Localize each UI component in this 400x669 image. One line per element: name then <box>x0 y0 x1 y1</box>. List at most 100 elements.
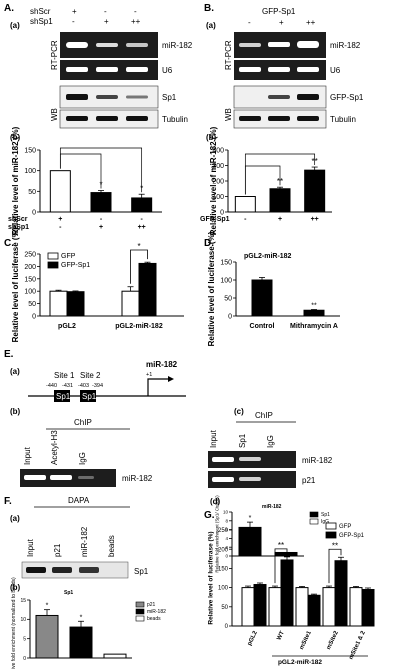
y-axis-label: Relative fold enrichment (Sp1/ CtrlIgG) <box>215 495 220 573</box>
y-tick-label: 150 <box>220 259 232 266</box>
A-blot-sp1 <box>59 85 159 109</box>
chart-title: miR-182 <box>262 504 282 510</box>
E-blot-c-label-p21: p21 <box>302 476 316 485</box>
y-tick-label: 100 <box>220 277 232 284</box>
legend-label: GFP <box>61 253 76 260</box>
E-pos-403: -403 <box>78 383 89 389</box>
F-lane-input: Input <box>26 538 35 557</box>
y-tick-label: 0 <box>220 209 224 216</box>
panel-G-label: G. <box>204 510 215 521</box>
bar-gfp-sp1 <box>138 262 157 317</box>
panel-D-label: D. <box>204 238 214 249</box>
F-lane-mir182: miR-182 <box>80 526 89 557</box>
y-tick-label: 50 <box>28 301 36 308</box>
bar <box>35 614 59 659</box>
A-sign-r2-0: - <box>72 17 75 26</box>
E-lane-c-input: Input <box>209 429 218 448</box>
x-category-label: pGL2 <box>58 323 76 330</box>
significance-mark: * <box>137 242 140 251</box>
significance-mark: ** <box>277 177 283 186</box>
bar <box>131 197 153 213</box>
E-blot-c-label-mir182: miR-182 <box>302 456 333 465</box>
A-sign-r2-1: + <box>104 17 109 26</box>
panel-B-sub-a: (a) <box>206 21 216 30</box>
y-tick-label: 200 <box>212 178 224 185</box>
panel-A-label: A. <box>4 3 14 14</box>
bar <box>103 653 127 659</box>
B-blot-label-mir182: miR-182 <box>330 41 361 50</box>
y-axis-label: Relative level of miR-182 (%) <box>209 126 218 235</box>
y-tick-label: 2 <box>225 545 228 550</box>
E-blot-b <box>20 469 116 487</box>
y-tick-label: 50 <box>28 189 36 196</box>
A-blot-mir182 <box>60 32 158 58</box>
x-row-sign: - <box>100 216 103 223</box>
significance-bracket <box>59 147 143 193</box>
bar-gfp <box>121 290 140 317</box>
panel-E-label: E. <box>4 349 14 360</box>
F-blot-label-sp1: Sp1 <box>134 567 149 576</box>
x-row-sign: + <box>99 224 103 231</box>
B-sign-2: ++ <box>306 18 316 27</box>
bar <box>303 309 325 317</box>
y-tick-label: 10 <box>20 617 26 623</box>
legend-swatch <box>135 615 145 622</box>
significance-mark: * <box>46 603 49 610</box>
significance-mark: ** <box>278 541 284 550</box>
x-category-label: pGL2 <box>247 630 259 647</box>
B-wb-side-label: WB <box>224 108 233 121</box>
legend-swatch <box>309 518 319 525</box>
panel-F-sub-a: (a) <box>10 514 20 523</box>
legend-label: GFP-Sp1 <box>61 262 90 269</box>
y-tick-label: 400 <box>212 147 224 154</box>
B-blot-label-tubulin: Tubulin <box>330 115 356 124</box>
y-tick-label: 300 <box>212 163 224 170</box>
B-blot-u6 <box>234 60 326 80</box>
bar <box>269 188 291 213</box>
panel-E-sub-d: (d) <box>210 497 221 506</box>
F-dapa-label: DAPA <box>68 496 90 505</box>
B-blot-mir182 <box>234 32 326 58</box>
panel-E-sub-c: (c) <box>234 407 244 416</box>
y-tick-label: 0 <box>32 209 36 216</box>
y-tick-label: 0 <box>228 313 232 320</box>
E-pos-440: -440 <box>46 383 57 389</box>
y-tick-label: 100 <box>24 289 36 296</box>
A-sign-r2-2: ++ <box>131 17 141 26</box>
A-blot-label-mir182: miR-182 <box>162 41 193 50</box>
x-category-label: pGL2-miR-182 <box>115 323 163 330</box>
panel-F-label: F. <box>4 496 12 507</box>
bar-gfp-sp1 <box>280 559 294 627</box>
F-lane-p21: p21 <box>53 543 62 557</box>
bar-gfp <box>268 587 282 627</box>
x-category-label: Control <box>250 323 275 330</box>
y-tick-label: 4 <box>225 536 228 541</box>
bar-gfp <box>349 587 363 627</box>
significance-bracket <box>328 548 342 584</box>
legend-swatch <box>309 511 319 518</box>
E-sp1-site1-box <box>54 390 70 402</box>
y-tick-label: 0 <box>225 554 228 559</box>
bar-gfp-sp1 <box>361 589 375 627</box>
bar-gfp-sp1 <box>307 594 321 627</box>
panel-B-label: B. <box>204 3 214 14</box>
bar <box>49 170 71 213</box>
legend-swatch <box>47 252 59 260</box>
y-tick-label: 0 <box>32 313 36 320</box>
legend-label: Sp1 <box>321 512 330 518</box>
B-sign-1: + <box>279 18 284 27</box>
A-blot-label-sp1: Sp1 <box>162 93 177 102</box>
legend-label: beads <box>147 616 161 622</box>
y-axis-label: Relative level of luciferase (%) <box>11 227 20 342</box>
E-gene-label: miR-182 <box>146 360 178 369</box>
y-tick-label: 200 <box>218 547 229 553</box>
x-row-sign: + <box>58 216 62 223</box>
A-sign-r1-2: - <box>134 7 137 16</box>
bar <box>90 192 112 213</box>
B-blot-label-u6: U6 <box>330 66 341 75</box>
